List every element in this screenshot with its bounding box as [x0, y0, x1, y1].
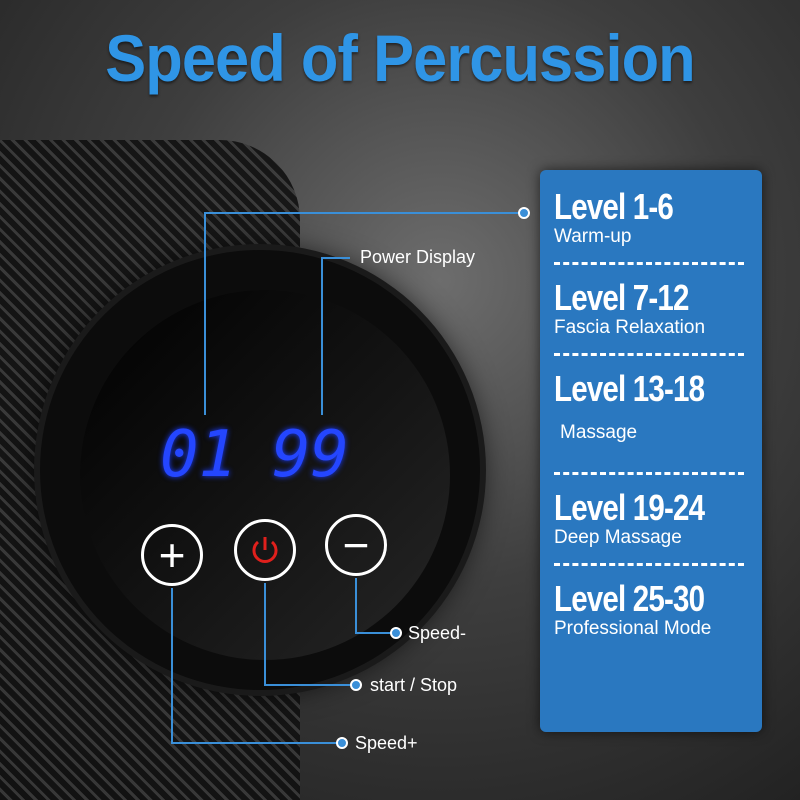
speed-plus-button[interactable]: + — [141, 524, 203, 586]
plus-icon: + — [158, 529, 186, 581]
divider — [554, 563, 744, 566]
level-range: Level 1-6 — [554, 186, 674, 227]
level-range: Level 13-18 — [554, 368, 705, 409]
level-mode: Deep Massage — [554, 527, 682, 548]
power-icon — [252, 537, 278, 563]
level-mode: Professional Mode — [554, 618, 712, 639]
level-mode: Warm-up — [554, 226, 632, 247]
divider — [554, 353, 744, 356]
levels-panel: Level 1-6 Warm-up Level 7-12 Fascia Rela… — [540, 170, 762, 732]
level-range: Level 19-24 — [554, 487, 705, 528]
speed-plus-label: Speed+ — [355, 733, 418, 753]
speed-minus-button[interactable]: − — [325, 514, 387, 576]
level-mode: Fascia Relaxation — [554, 317, 706, 338]
minus-icon: − — [342, 519, 370, 571]
speed-minus-label: Speed- — [408, 623, 467, 643]
level-range: Level 25-30 — [554, 578, 705, 619]
power-button[interactable] — [234, 519, 296, 581]
start-stop-label: start / Stop — [370, 675, 458, 695]
power-display-label: Power Display — [360, 247, 476, 267]
divider — [554, 472, 744, 475]
display-right-digits: 99 — [272, 418, 350, 492]
display-left-digits: 01 — [160, 418, 238, 492]
level-mode: Massage — [560, 422, 638, 443]
divider — [554, 262, 744, 265]
level-range: Level 7-12 — [554, 277, 689, 318]
page-title: Speed of Percussion — [105, 21, 695, 95]
